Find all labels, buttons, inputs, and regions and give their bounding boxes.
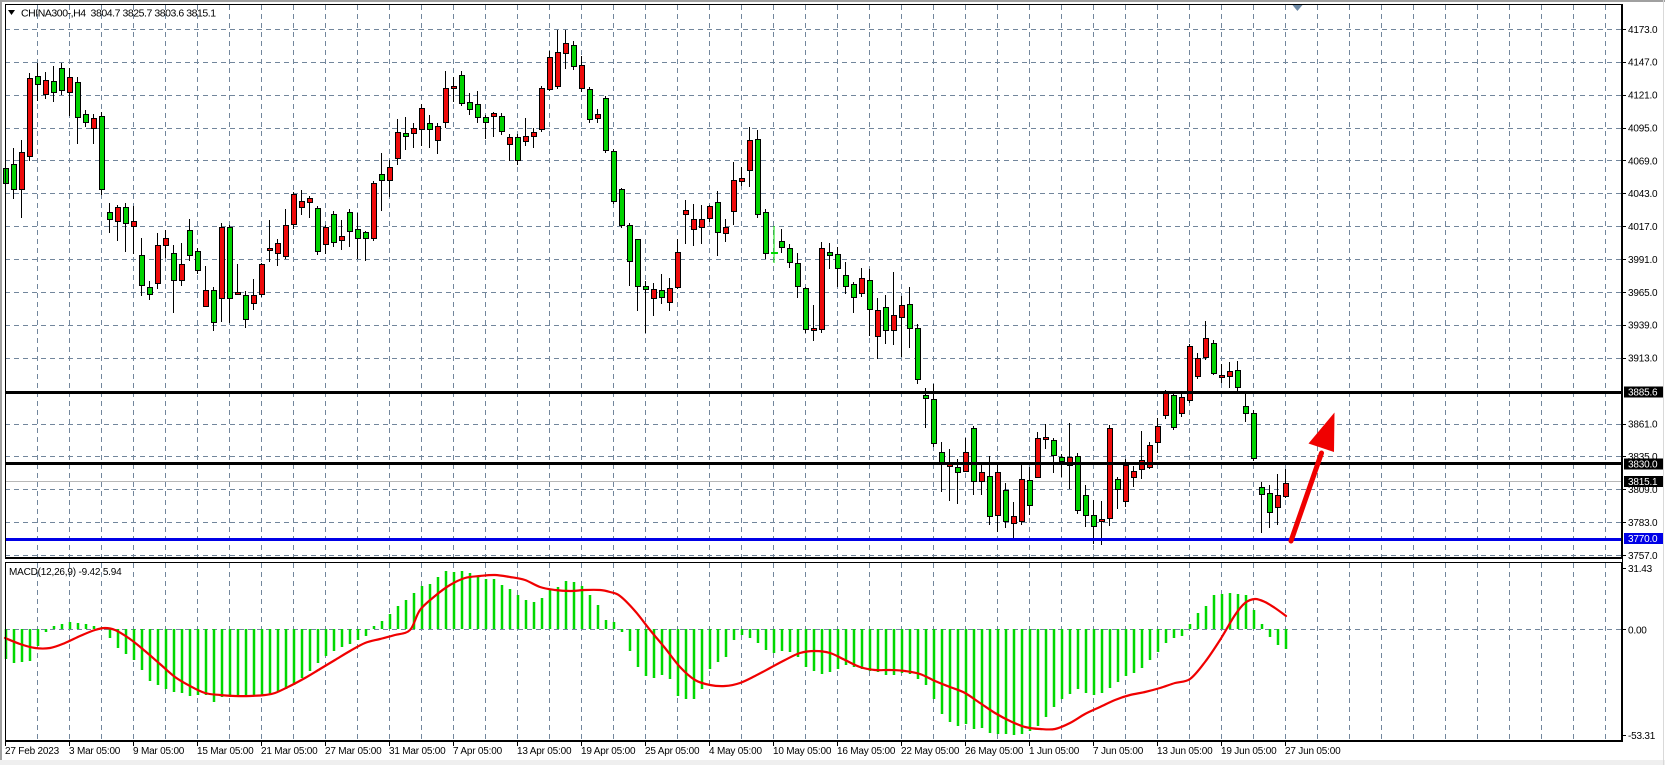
- svg-text:4121.0: 4121.0: [1628, 91, 1658, 102]
- svg-text:3 Mar 05:00: 3 Mar 05:00: [69, 746, 121, 757]
- svg-text:7 Apr 05:00: 7 Apr 05:00: [453, 746, 503, 757]
- svg-text:4043.0: 4043.0: [1628, 189, 1658, 200]
- svg-text:0.00: 0.00: [1628, 625, 1647, 636]
- svg-text:3783.0: 3783.0: [1628, 518, 1658, 529]
- svg-text:3861.0: 3861.0: [1628, 419, 1658, 430]
- svg-text:26 May 05:00: 26 May 05:00: [965, 746, 1024, 757]
- svg-text:22 May 05:00: 22 May 05:00: [901, 746, 960, 757]
- svg-text:27 Mar 05:00: 27 Mar 05:00: [325, 746, 382, 757]
- svg-text:31.43: 31.43: [1628, 564, 1653, 575]
- svg-text:13 Apr 05:00: 13 Apr 05:00: [517, 746, 572, 757]
- svg-text:15 Mar 05:00: 15 Mar 05:00: [197, 746, 254, 757]
- svg-text:3809.0: 3809.0: [1628, 485, 1658, 496]
- svg-text:16 May 05:00: 16 May 05:00: [837, 746, 896, 757]
- svg-text:3815.1: 3815.1: [1628, 477, 1658, 488]
- svg-text:4017.0: 4017.0: [1628, 222, 1658, 233]
- svg-text:3939.0: 3939.0: [1628, 321, 1658, 332]
- svg-text:9 Mar 05:00: 9 Mar 05:00: [133, 746, 185, 757]
- svg-text:27 Jun 05:00: 27 Jun 05:00: [1285, 746, 1341, 757]
- svg-text:19 Jun 05:00: 19 Jun 05:00: [1221, 746, 1277, 757]
- svg-text:CHINA300-,H4 3804.7 3825.7 38: CHINA300-,H4 3804.7 3825.7 3803.6 3815.1: [21, 8, 216, 20]
- svg-text:3835.0: 3835.0: [1628, 452, 1658, 463]
- svg-text:31 Mar 05:00: 31 Mar 05:00: [389, 746, 446, 757]
- svg-text:13 Jun 05:00: 13 Jun 05:00: [1157, 746, 1213, 757]
- svg-text:3913.0: 3913.0: [1628, 354, 1658, 365]
- svg-text:3885.6: 3885.6: [1628, 388, 1658, 399]
- svg-text:-53.31: -53.31: [1628, 731, 1656, 742]
- svg-text:3965.0: 3965.0: [1628, 288, 1658, 299]
- svg-text:4147.0: 4147.0: [1628, 58, 1658, 69]
- svg-text:7 Jun 05:00: 7 Jun 05:00: [1093, 746, 1144, 757]
- svg-text:19 Apr 05:00: 19 Apr 05:00: [581, 746, 636, 757]
- svg-text:10 May 05:00: 10 May 05:00: [773, 746, 832, 757]
- svg-text:4 May 05:00: 4 May 05:00: [709, 746, 762, 757]
- svg-text:3757.0: 3757.0: [1628, 551, 1658, 562]
- svg-text:4173.0: 4173.0: [1628, 25, 1658, 36]
- svg-text:4095.0: 4095.0: [1628, 123, 1658, 134]
- svg-text:4069.0: 4069.0: [1628, 156, 1658, 167]
- svg-text:3770.0: 3770.0: [1628, 534, 1658, 545]
- svg-text:3991.0: 3991.0: [1628, 255, 1658, 266]
- svg-text:MACD(12,26,9) -9.42 5.94: MACD(12,26,9) -9.42 5.94: [9, 567, 122, 578]
- svg-text:21 Mar 05:00: 21 Mar 05:00: [261, 746, 318, 757]
- svg-text:27 Feb 2023: 27 Feb 2023: [5, 746, 60, 757]
- svg-text:3830.0: 3830.0: [1628, 460, 1658, 471]
- svg-text:25 Apr 05:00: 25 Apr 05:00: [645, 746, 700, 757]
- svg-text:1 Jun 05:00: 1 Jun 05:00: [1029, 746, 1080, 757]
